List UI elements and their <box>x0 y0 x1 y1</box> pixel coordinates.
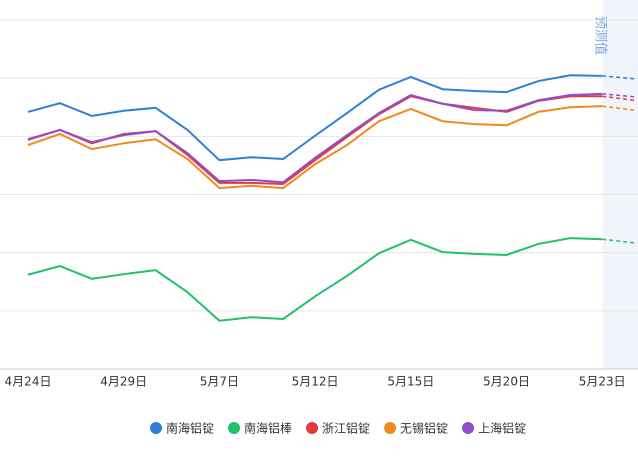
legend-marker <box>228 422 241 434</box>
x-tick-label: 5月23日 <box>579 375 626 389</box>
forecast-region <box>603 0 638 369</box>
forecast-label: 预测值 <box>593 16 609 55</box>
line <box>27 237 603 322</box>
legend-label: 浙江铝锭 <box>322 421 370 436</box>
legend-label: 上海铝锭 <box>478 421 526 436</box>
legend-marker <box>150 422 162 434</box>
x-tick-label: 4月29日 <box>100 375 147 389</box>
x-tick-label: 5月20日 <box>483 375 530 389</box>
forecast-line <box>602 105 635 111</box>
legend-item: 无锡铝锭 <box>384 421 448 436</box>
x-tick-label: 5月12日 <box>292 375 339 389</box>
forecast-line <box>602 93 635 98</box>
forecast-line <box>602 238 635 244</box>
legend-item: 浙江铝锭 <box>306 421 370 436</box>
legend-label: 无锡铝锭 <box>400 421 448 436</box>
line <box>27 92 603 184</box>
x-tick-label: 5月15日 <box>387 375 434 389</box>
x-tick-label: 5月7日 <box>200 375 239 389</box>
line <box>27 105 603 190</box>
line <box>27 95 603 186</box>
legend-item: 上海铝锭 <box>462 421 526 436</box>
x-tick-label: 4月24日 <box>5 375 52 389</box>
line <box>27 74 603 162</box>
forecast-line <box>602 95 635 102</box>
legend-marker <box>462 422 475 434</box>
legend-label: 南海铝棒 <box>244 421 292 436</box>
legend-marker <box>384 422 397 434</box>
forecast-line <box>602 75 635 80</box>
legend-item: 南海铝锭 <box>150 421 214 436</box>
legend-label: 南海铝锭 <box>166 421 214 436</box>
legend-item: 南海铝棒 <box>228 421 292 436</box>
legend-marker <box>306 422 319 434</box>
